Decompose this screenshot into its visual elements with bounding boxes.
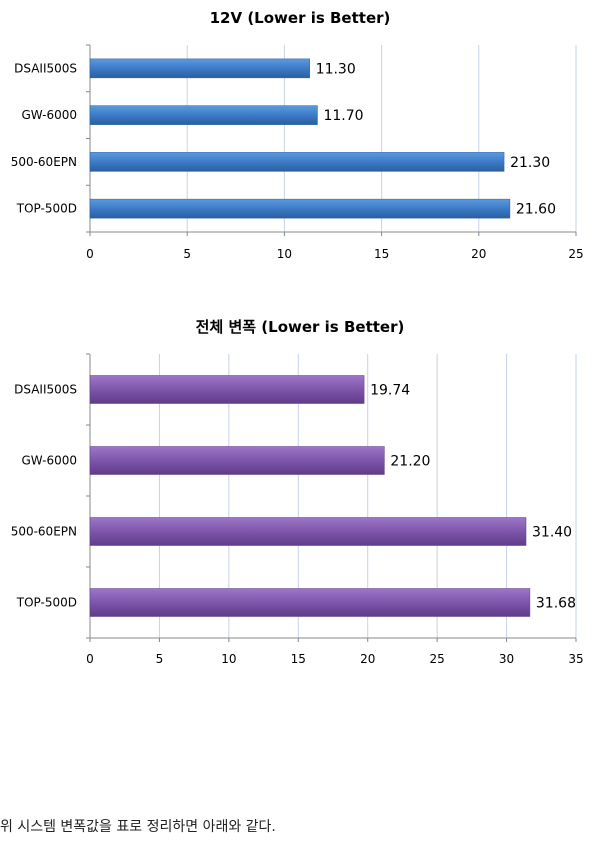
x-tick-label: 20 — [360, 652, 375, 666]
bar — [89, 517, 527, 546]
x-tick-label: 10 — [277, 247, 292, 261]
bar — [89, 198, 511, 219]
x-tick-label: 25 — [430, 652, 445, 666]
value-label: 31.40 — [532, 525, 572, 541]
category-label: GW-6000 — [21, 108, 77, 122]
x-tick-label: 15 — [291, 652, 306, 666]
category-label: 500-60EPN — [11, 525, 77, 539]
category-label: TOP-500D — [16, 596, 77, 610]
chart-2: 전체 변폭 (Lower is Better) 0 5 10 15 20 25 30 35 DSA… — [11, 318, 584, 666]
bar — [89, 105, 318, 125]
bar — [89, 375, 365, 404]
value-label: 19.74 — [370, 383, 410, 399]
value-label: 31.68 — [536, 596, 576, 612]
value-label: 21.20 — [390, 454, 430, 470]
chart-title: 전체 변폭 (Lower is Better) — [196, 318, 405, 336]
value-label: 11.30 — [316, 61, 356, 77]
bar — [89, 58, 310, 79]
bar — [89, 446, 385, 475]
value-label: 11.70 — [323, 108, 363, 124]
x-tick-label: 10 — [221, 652, 236, 666]
value-label: 21.30 — [510, 155, 550, 171]
x-tick-label: 25 — [568, 247, 583, 261]
category-label: DSAII500S — [14, 61, 77, 75]
x-tick-label: 15 — [374, 247, 389, 261]
x-tick-label: 0 — [86, 247, 94, 261]
x-tick-label: 5 — [156, 652, 164, 666]
x-tick-label: 30 — [499, 652, 514, 666]
x-tick-label: 35 — [568, 652, 583, 666]
category-label: 500-60EPN — [11, 155, 77, 169]
bar — [89, 152, 505, 172]
charts-canvas: 12V (Lower is Better) 0 5 10 15 20 25 DSAII500S… — [11, 9, 584, 666]
category-label: GW-6000 — [21, 454, 77, 468]
caption-text: 위 시스템 변폭값을 표로 정리하면 아래와 같다. — [0, 819, 276, 835]
chart-title: 12V (Lower is Better) — [210, 9, 391, 27]
x-tick-label: 0 — [86, 652, 94, 666]
value-label: 21.60 — [516, 202, 556, 218]
x-tick-label: 5 — [183, 247, 191, 261]
category-label: DSAII500S — [14, 383, 77, 397]
bar — [89, 588, 531, 617]
x-tick-label: 20 — [471, 247, 486, 261]
chart-1: 12V (Lower is Better) 0 5 10 15 20 25 DSAII500S… — [11, 9, 584, 261]
category-label: TOP-500D — [16, 202, 77, 216]
